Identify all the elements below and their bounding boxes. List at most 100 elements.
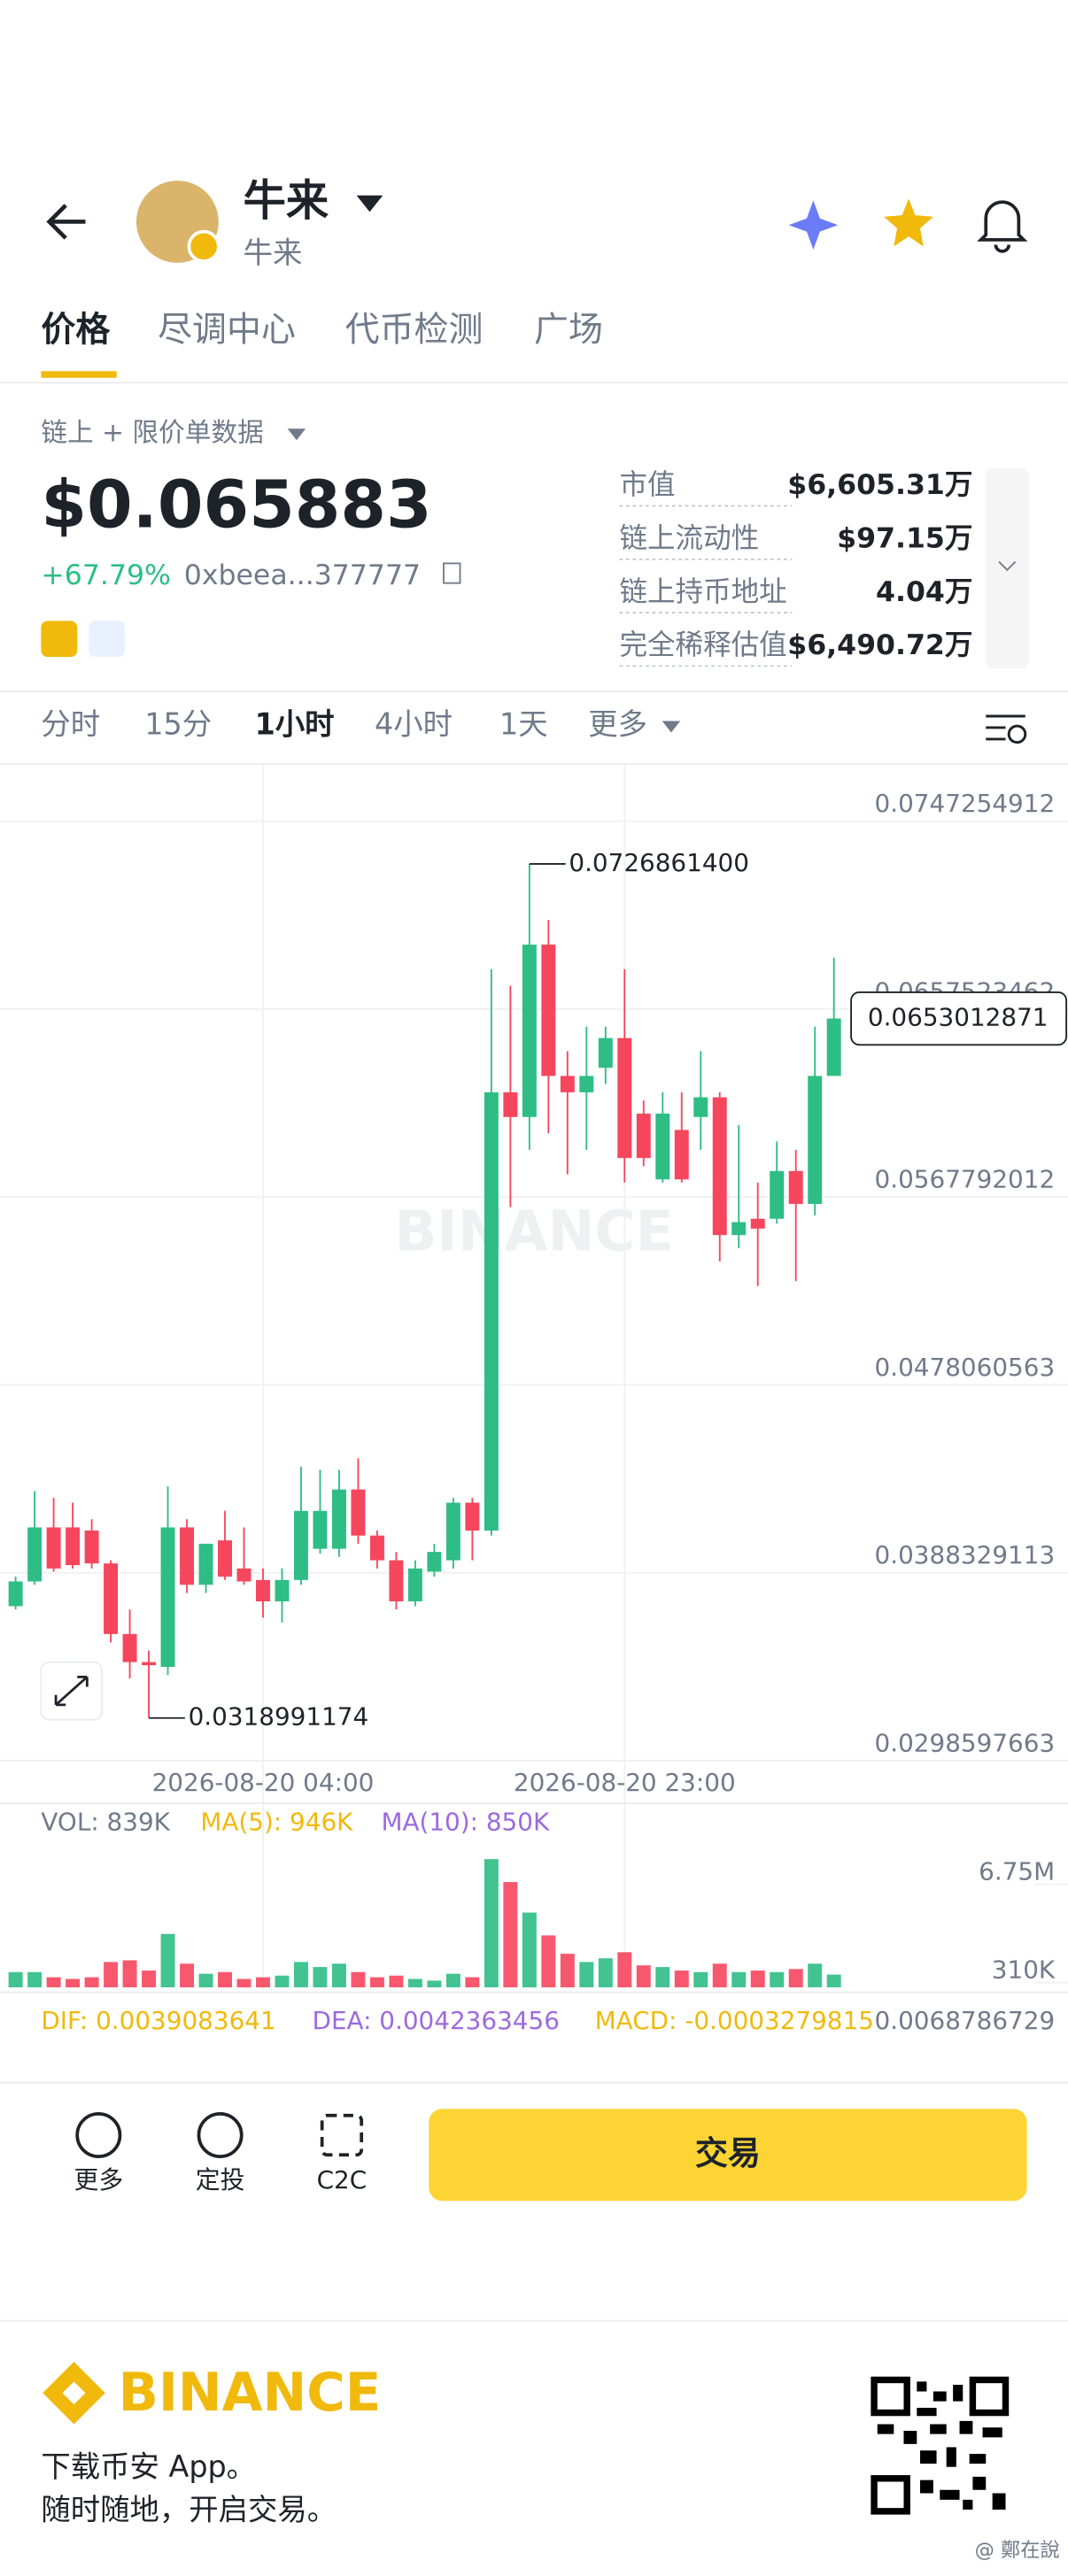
volume-bar: [808, 1963, 823, 1988]
stat-value: $6,490.72万: [787, 629, 972, 661]
interval[interactable]: 1天: [499, 707, 548, 742]
candle-body: [445, 1502, 460, 1561]
chevron: [998, 560, 1017, 572]
stat-label: 完全稀释估值: [619, 629, 786, 661]
volume-bar: [826, 1974, 841, 1988]
tab[interactable]: 尽调中心: [158, 310, 296, 350]
expand-stats[interactable]: [986, 467, 1029, 669]
fullscreen-icon: [54, 1675, 89, 1707]
volume-bar: [46, 1977, 61, 1988]
volume-bar: [369, 1977, 384, 1988]
ai-icon[interactable]: [788, 200, 839, 251]
volume-legend: MA(5): 946K: [200, 1807, 353, 1836]
token-name: 牛来: [244, 176, 329, 226]
back-button[interactable]: [46, 204, 86, 240]
action-bar: 更多 定投 C2C: [74, 2165, 367, 2194]
price: $0.065883: [41, 467, 431, 544]
tab[interactable]: 广场: [534, 310, 603, 350]
last-price-label: 0.0653012871: [868, 1003, 1049, 1032]
candle-body: [712, 1097, 727, 1236]
chart-settings[interactable]: [986, 714, 1025, 741]
y-tick-label: 0.0567792012: [875, 1165, 1056, 1194]
chain-badge: [187, 229, 221, 263]
candle-body: [122, 1633, 137, 1662]
candle-body: [180, 1527, 195, 1585]
volume-bar: [218, 1971, 232, 1988]
volume-bar: [104, 1962, 119, 1988]
last-price-box: [850, 991, 1068, 1046]
candle-body: [66, 1527, 81, 1566]
interval[interactable]: 更多: [588, 707, 647, 742]
candle-body: [256, 1579, 270, 1601]
brand-name: BINANCE: [119, 2363, 382, 2424]
candle-body: [84, 1531, 99, 1564]
candle-body: [808, 1076, 823, 1204]
qr-code: [871, 2376, 1010, 2515]
c2c-icon[interactable]: [320, 2113, 364, 2157]
volume-bar: [712, 1963, 727, 1988]
volume-bar: [142, 1971, 157, 1988]
interval[interactable]: 分时: [41, 707, 100, 742]
favorite-icon[interactable]: [884, 198, 933, 247]
tab[interactable]: 代币检测: [345, 310, 484, 350]
volume-bar: [313, 1967, 328, 1988]
y-tick-label: 0.0478060563: [875, 1353, 1056, 1382]
candle-body: [693, 1097, 708, 1117]
volume-bar: [27, 1971, 43, 1988]
alert-icon[interactable]: [977, 200, 1028, 253]
candle-body: [351, 1489, 366, 1536]
candlestick-chart: BINANCE0.07472549120.06575234620.0567792…: [0, 765, 1068, 2035]
candle-body: [826, 1018, 841, 1076]
interval[interactable]: 15分: [144, 707, 212, 742]
candle-body: [788, 1170, 803, 1204]
action-label[interactable]: 定投: [196, 2165, 245, 2194]
candle-body: [293, 1510, 308, 1580]
action-label[interactable]: C2C: [317, 2165, 368, 2194]
tab[interactable]: 价格: [41, 310, 111, 350]
stat-value: $6,605.31万: [787, 469, 972, 501]
candle-body: [617, 1037, 632, 1159]
stat-value: $97.15万: [837, 523, 972, 555]
dropdown-icon[interactable]: [287, 428, 306, 441]
dropdown-icon[interactable]: [356, 195, 383, 212]
macd-legend: DEA: 0.0042363456: [313, 2006, 560, 2035]
candle-body: [770, 1170, 785, 1219]
dropdown-icon[interactable]: [662, 721, 681, 733]
volume-bar: [122, 1960, 137, 1988]
trade-button[interactable]: [429, 2109, 1027, 2202]
auto-invest-icon[interactable]: [197, 2112, 244, 2158]
candle-body: [389, 1560, 404, 1601]
volume-bar: [750, 1971, 765, 1988]
copy-icon[interactable]: [443, 562, 461, 584]
interval[interactable]: 1小时: [255, 707, 335, 742]
volume-bar: [674, 1971, 689, 1988]
volume-bar: [731, 1971, 747, 1988]
volume-bar: [275, 1975, 290, 1988]
volume-bar: [445, 1973, 460, 1988]
action-label[interactable]: 更多: [74, 2165, 123, 2194]
contract-address: 0xbeea...377777: [184, 559, 421, 591]
stat-label: 市值: [619, 469, 675, 501]
candle-body: [104, 1563, 119, 1634]
volume-tick-label: 310K: [992, 1955, 1056, 1985]
volume-bar: [66, 1978, 81, 1988]
candle-body: [407, 1568, 422, 1601]
volume-bar: [693, 1971, 708, 1988]
chart-settings-gear: [1007, 724, 1027, 744]
volume-bar: [788, 1969, 803, 1988]
candle-body: [236, 1568, 252, 1582]
chain-icon: [41, 621, 78, 658]
platform-icon: [89, 621, 126, 658]
candle-body: [655, 1114, 670, 1180]
candle-body: [522, 945, 537, 1117]
active-tab-indicator: [41, 371, 117, 378]
chart-watermark: BINANCE: [394, 1198, 673, 1263]
interval[interactable]: 4小时: [375, 707, 453, 742]
more-icon[interactable]: [75, 2112, 122, 2158]
volume-bar: [484, 1859, 499, 1988]
volume-bar: [579, 1962, 594, 1988]
volume-bar: [560, 1954, 575, 1988]
volume-bar: [180, 1963, 195, 1988]
volume-legend: MA(10): 850K: [381, 1807, 550, 1836]
candle-body: [142, 1662, 157, 1666]
